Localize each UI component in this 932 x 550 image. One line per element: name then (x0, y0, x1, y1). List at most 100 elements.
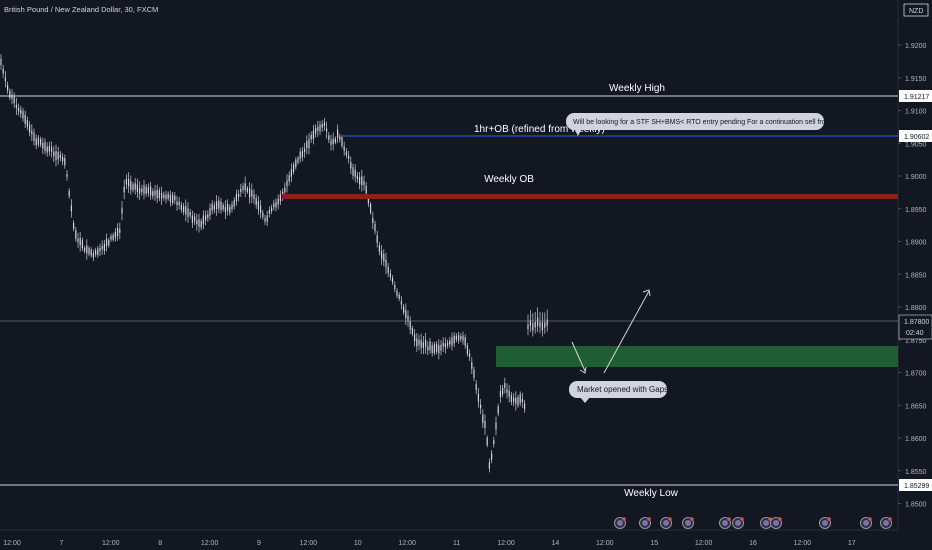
candle-body (427, 346, 429, 351)
time-tick-label: 12:00 (102, 540, 120, 547)
candle-body (185, 206, 187, 215)
candle-body (398, 294, 400, 299)
time-tick-label: 12:00 (3, 540, 21, 547)
currency-badge[interactable]: NZD (903, 3, 929, 17)
candle-body (209, 208, 211, 216)
flag-icon[interactable] (770, 517, 782, 529)
candle-body (343, 146, 345, 151)
candle-body (251, 190, 253, 197)
candle-body (466, 345, 468, 355)
weekly-high-label: Weekly High (609, 83, 665, 94)
candle-body (407, 315, 409, 322)
candle-body (224, 207, 226, 213)
candle-body (279, 194, 281, 202)
callout-plan[interactable]: Will be looking for a STF SH+BMS< RTO en… (566, 113, 849, 136)
candle-body (486, 437, 488, 446)
candle-body (22, 111, 24, 119)
candle-body (447, 342, 449, 346)
flag-icon[interactable] (682, 517, 694, 529)
candle-body (266, 215, 268, 222)
candle-body (387, 267, 389, 273)
callout-gaps[interactable]: Market opened with Gaps (569, 381, 668, 403)
candle-body (156, 189, 158, 199)
candle-body (321, 124, 323, 128)
candle-body (515, 398, 517, 404)
candle-body (440, 344, 442, 351)
marker-last-box (898, 314, 932, 340)
candle-body (354, 169, 356, 177)
marker-ob-label: 1.90602 (904, 134, 929, 141)
time-tick-label: 8 (158, 540, 162, 547)
candle-body (229, 206, 231, 213)
candle-body (451, 337, 453, 346)
flag-icon[interactable] (660, 517, 672, 529)
marker-countdown-label: 02:40 (906, 330, 924, 337)
candle-body (304, 148, 306, 152)
candle-body (306, 141, 308, 149)
down-arrow-line (571, 341, 586, 372)
projection-arrows[interactable] (571, 289, 651, 374)
flag-icon[interactable] (860, 517, 872, 529)
candle-body (84, 247, 86, 252)
price-marker-last[interactable]: 1.87800 02:40 (898, 314, 932, 340)
marker-weekly-low-box (899, 479, 932, 491)
candle-body (244, 183, 246, 191)
candle-body (114, 231, 116, 238)
candle-body (341, 137, 343, 147)
candle-body (90, 249, 92, 256)
candle-body (381, 251, 383, 259)
flag-icon[interactable] (614, 517, 626, 529)
weekly-ob-band[interactable] (282, 194, 898, 199)
event-flags[interactable] (614, 517, 892, 529)
flag-icon[interactable] (760, 517, 772, 529)
candle-body (506, 389, 508, 393)
candle-body (264, 218, 266, 222)
chart-pane[interactable] (0, 0, 898, 530)
flag-icon[interactable] (719, 517, 731, 529)
candle-body (367, 199, 369, 204)
candle-body (165, 194, 167, 200)
demand-zone[interactable] (496, 346, 898, 367)
time-tick-label: 12:00 (794, 540, 812, 547)
symbol-title[interactable]: British Pound / New Zealand Dollar, 30, … (4, 5, 158, 14)
candle-body (534, 321, 536, 328)
candle-body (172, 194, 174, 204)
candle-body (310, 134, 312, 140)
candle-body (15, 104, 17, 109)
candle-body (460, 336, 462, 340)
candle-body (220, 201, 222, 211)
candle-body (211, 203, 213, 211)
candle-body (275, 202, 277, 208)
price-marker-weekly-low[interactable]: 1.85299 (899, 479, 932, 491)
candle-body (13, 96, 15, 104)
time-tick-label: 15 (650, 540, 658, 547)
candle-body (396, 290, 398, 296)
candle-body (422, 342, 424, 348)
candle-body (464, 337, 466, 346)
ob-refined-label: 1hr+OB (refined from weekly) (474, 124, 605, 135)
candle-body (95, 250, 97, 255)
flag-icon[interactable] (639, 517, 651, 529)
candle-body (372, 217, 374, 223)
candle-body (438, 345, 440, 354)
flag-icon[interactable] (732, 517, 744, 529)
time-tick-label: 7 (59, 540, 63, 547)
candle-body (9, 90, 11, 98)
flag-icon[interactable] (819, 517, 831, 529)
time-tick-label: 16 (749, 540, 757, 547)
time-tick-label: 9 (257, 540, 261, 547)
candle-body (262, 212, 264, 218)
price-marker-ob[interactable]: 1.90602 (899, 130, 932, 142)
candle-body (53, 151, 55, 157)
candle-body (249, 188, 251, 198)
candle-body (260, 205, 262, 213)
flag-icon[interactable] (880, 517, 892, 529)
candle-body (462, 335, 464, 341)
callout-gaps-pointer (580, 397, 590, 403)
candle-body (431, 345, 433, 354)
candle-body (334, 138, 336, 143)
price-marker-weekly-high[interactable]: 1.91217 (899, 90, 932, 102)
candle-body (455, 335, 457, 340)
